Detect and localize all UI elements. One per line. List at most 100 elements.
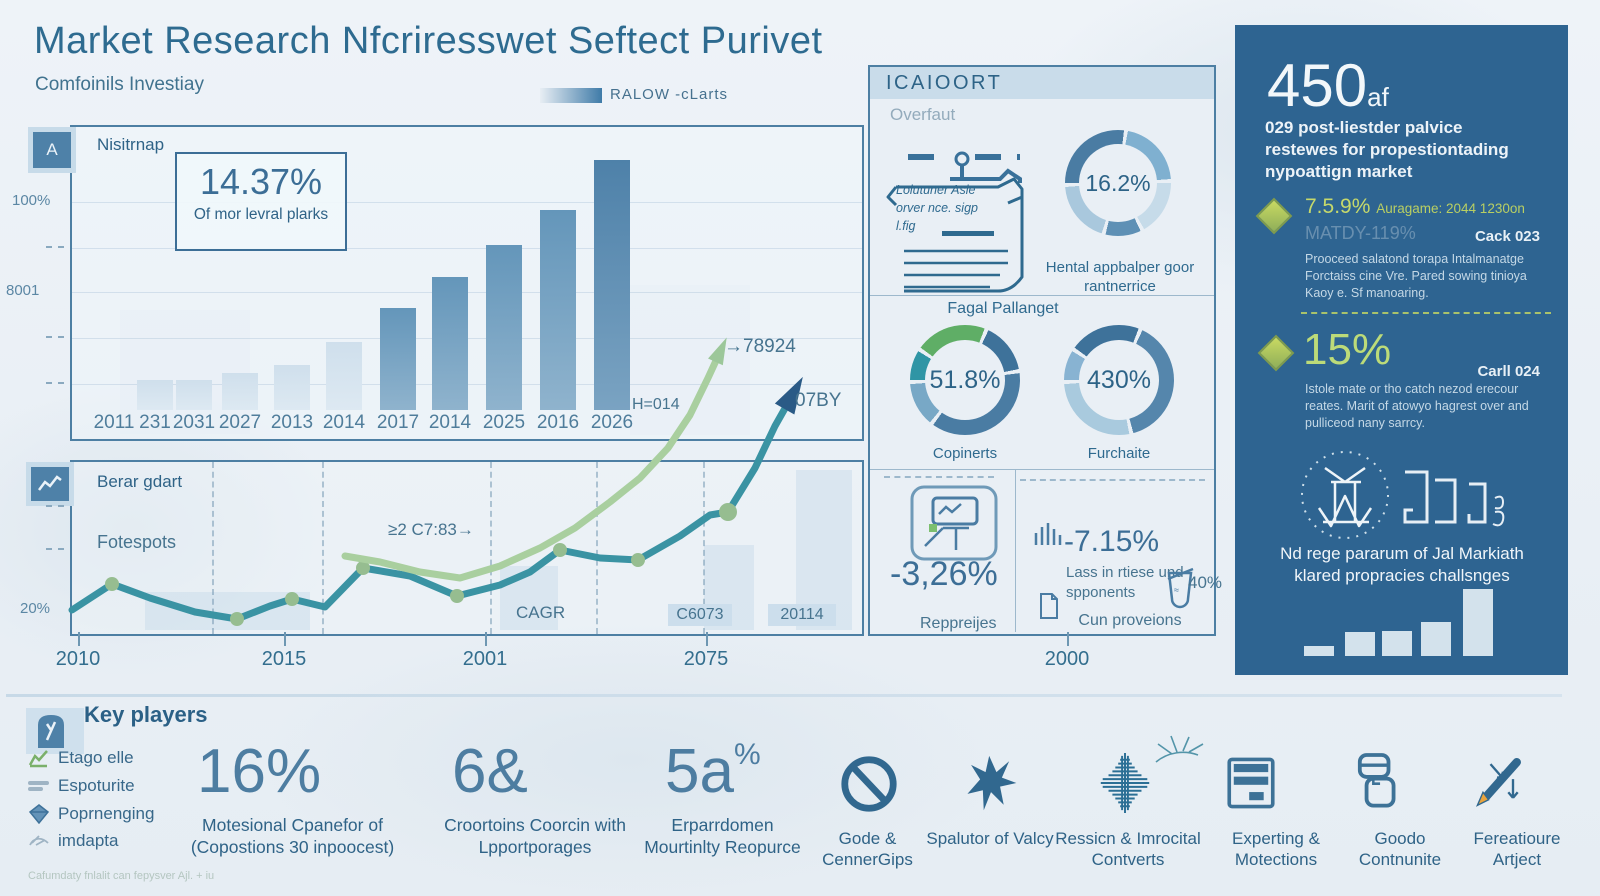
stat-5a: 5a% xyxy=(665,736,761,807)
stat-value: -3,26% xyxy=(890,555,998,593)
icon-label: Gode & CennerGips xyxy=(822,829,913,870)
icon-label: Fereatioure Artject xyxy=(1473,829,1561,870)
bar-category-labels: 2011 231 2031 2027 2013 2014 2017 2014 2025 2016 2… xyxy=(72,412,862,436)
stat-label: Cun proveions xyxy=(1078,612,1182,629)
bar-2031 xyxy=(176,380,212,410)
chip-c6073: C6073 xyxy=(668,604,732,626)
stat-value: 16% xyxy=(197,737,322,806)
item1-value-note: Auragame: 2044 1230on xyxy=(1376,201,1525,216)
divider xyxy=(870,295,1214,296)
callout-caption: Of mor levral plarks xyxy=(193,206,329,223)
y-axis-dash xyxy=(46,505,64,507)
doc-note-line3: l.fig xyxy=(896,219,916,233)
timeline-year-label: 2075 xyxy=(683,648,729,670)
y-axis-dash xyxy=(46,382,64,384)
section-divider xyxy=(6,694,1562,697)
item1-value-row: 7.5.9% Auragame: 2044 1230on xyxy=(1305,195,1525,219)
timeline-year-label: 2015 xyxy=(261,648,307,670)
dashed-gridline xyxy=(490,462,492,634)
bird-sketch-icon xyxy=(29,835,49,846)
timeline-tick xyxy=(284,632,286,646)
timeline-year-label: 2000 xyxy=(1044,648,1090,670)
stat-value: -7.15% xyxy=(1064,525,1160,558)
footnote-text: Cafumdaty fnlalit can fepysver Ajl. + iu xyxy=(28,870,215,882)
stat-label: Erparrdomen Mourtinlty Reopurce xyxy=(644,815,801,857)
bar-2027 xyxy=(222,373,258,410)
bar-chart-icon-glyph: A xyxy=(33,132,71,168)
timeline-tick xyxy=(706,632,708,646)
bar-category-label: 2025 xyxy=(482,412,526,433)
doc-note-line2: orver nce. sigp xyxy=(896,201,978,215)
chart-doodle-icon xyxy=(910,485,998,561)
key-players-header: Key players xyxy=(84,702,208,727)
cards-icon xyxy=(1357,753,1396,808)
y-axis-label-top: 100% xyxy=(12,192,51,209)
lines-icon xyxy=(28,781,49,791)
dashed-connector xyxy=(884,476,994,478)
item2-tag: Carll 024 xyxy=(1477,363,1540,380)
dashed-connector xyxy=(1020,479,1205,481)
item2-value: 15% xyxy=(1303,325,1392,374)
dashed-gridline xyxy=(322,462,324,634)
line-chart-panel: Berar gdart Fotespots xyxy=(70,460,864,636)
icon-label: Goodo Contnunite xyxy=(1358,829,1442,870)
overview-subheader: Overfaut xyxy=(890,105,956,124)
key-player-label: Etago elle xyxy=(58,748,134,767)
bar-2016 xyxy=(540,210,576,410)
side-mini-bar xyxy=(1382,631,1412,656)
stat-caption: Lass in rtiese und spponents xyxy=(1066,564,1184,601)
diamond-bullet-icon xyxy=(1255,197,1293,235)
bar-category-label: 2017 xyxy=(376,412,420,433)
y-axis-dash xyxy=(46,548,64,550)
stat-label: Motesional Cpanefor of (Copostions 30 in… xyxy=(190,815,395,857)
item1-body: Prooceed salatond torapa Intalmanatge Fo… xyxy=(1305,252,1527,300)
donut-value: 430% xyxy=(1087,365,1151,394)
small-doc-icon xyxy=(1040,593,1058,619)
line-chart-icon-glyph xyxy=(31,467,69,501)
overview-header: ICAIOORT xyxy=(886,72,1003,94)
overview-header-band xyxy=(870,67,1214,99)
dashed-gridline xyxy=(212,462,214,634)
donut-chart-copinerts: 51.8% xyxy=(910,325,1020,435)
donut-label: Furchaite xyxy=(1087,445,1151,462)
overview-panel: ICAIOORT Overfaut Loiutuner Asie orver n… xyxy=(868,65,1222,636)
side-caption: Nd rege pararum of Jal Markiath klared p… xyxy=(1280,544,1524,586)
key-player-item: imdapta xyxy=(28,831,118,851)
donut-value: 16.2% xyxy=(1085,169,1151,196)
item1-ghost-text: MATDY-119% xyxy=(1305,223,1416,243)
stat-callout-box: 14.37% Of mor levral plarks xyxy=(175,152,347,251)
divider xyxy=(870,469,1214,470)
key-player-label: imdapta xyxy=(58,831,119,850)
stat-16pct: 16% xyxy=(197,736,321,807)
stat-label: Croortoins Coorcin with Lpportporages xyxy=(444,815,626,857)
page-subtitle: Comfoinils Investiay xyxy=(35,74,204,95)
item1-tag: Cack 023 xyxy=(1474,228,1540,245)
stat-value: 6& xyxy=(452,737,528,806)
doc-note-line1: Loiutuner Asie xyxy=(896,183,976,197)
dashed-gridline xyxy=(596,462,598,634)
highlight-side-panel: 450af 029 post-liestder palvice restewes… xyxy=(1235,25,1568,675)
chip-20114: 20114 xyxy=(768,604,836,626)
stat-value: 5a xyxy=(665,737,734,806)
annotation-07by: 07BY xyxy=(795,390,842,411)
timeline-tick xyxy=(485,632,487,646)
series-label: Fotespots xyxy=(97,532,177,552)
donut-chart-overview: 16.2% xyxy=(1065,130,1171,236)
bar-chart-note: H=014 xyxy=(632,396,680,413)
gem-icon xyxy=(28,804,50,824)
dragonfly-doodle-icon xyxy=(1155,735,1204,763)
document-scroll-icon xyxy=(886,151,1024,293)
side-mini-bar xyxy=(1421,622,1451,656)
icon-label: Experting & Motections xyxy=(1232,829,1320,870)
line-chart-icon xyxy=(26,462,74,506)
side-mini-bar xyxy=(1345,632,1375,656)
y-axis-dash xyxy=(46,246,64,248)
stat-secondary: 40% xyxy=(1188,573,1223,592)
item1-value: 7.5.9% xyxy=(1305,195,1371,218)
timeline-year-label: 2001 xyxy=(462,648,508,670)
bar-2017 xyxy=(380,308,416,410)
key-player-item: Etago elle xyxy=(28,748,134,768)
stat-suffix: % xyxy=(733,738,761,771)
big-stat: 450af xyxy=(1267,51,1389,120)
bar-2013 xyxy=(274,365,310,410)
